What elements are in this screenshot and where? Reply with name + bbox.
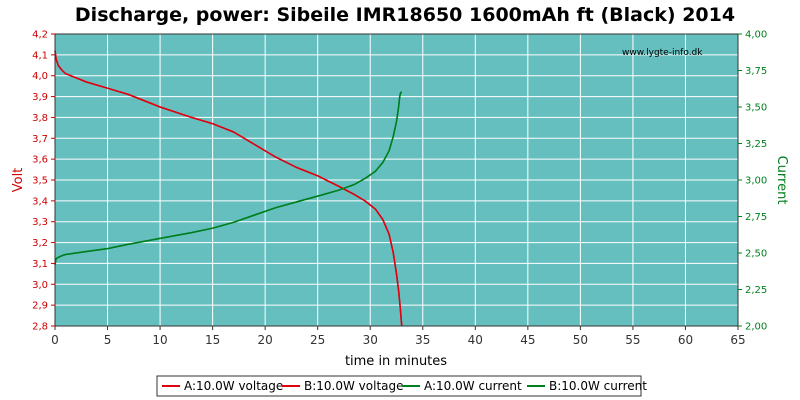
right-axis-ticks: 2,00 2,25 2,50 2,75 3,00 3,25 3,50 3,75 4,00 — [738, 30, 767, 333]
right-tick-label: 2,75 — [745, 212, 767, 223]
left-axis-ticks: 2,8 2,9 3,0 3,1 3,2 3,3 3,4 3,5 3,6 3,7 3,8 3,9 4,0 4… — [32, 30, 55, 333]
left-tick-label: 3,7 — [32, 134, 48, 145]
right-tick-label: 2,50 — [745, 249, 767, 260]
left-tick-label: 4,2 — [32, 30, 48, 41]
left-tick-label: 3,4 — [32, 196, 48, 207]
x-tick-label: 40 — [468, 333, 483, 347]
right-tick-label: 3,75 — [745, 66, 767, 77]
legend: A:10.0W voltage B:10.0W voltage A:10.0W cu… — [162, 379, 647, 393]
x-tick-label: 50 — [573, 333, 588, 347]
chart-title: Discharge, power: Sibeile IMR18650 1600m… — [75, 4, 735, 26]
left-tick-label: 4,0 — [32, 71, 48, 82]
x-tick-label: 5 — [104, 333, 112, 347]
legend-entry-label: B:10.0W current — [549, 379, 647, 393]
series-line-b-10-0w-voltage — [54, 50, 403, 327]
legend-entry-label: A:10.0W voltage — [184, 379, 283, 393]
x-tick-label: 35 — [415, 333, 430, 347]
right-tick-label: 3,00 — [745, 176, 767, 187]
left-tick-label: 2,9 — [32, 301, 48, 312]
series-layer — [54, 50, 403, 327]
legend-entry-label: A:10.0W current — [424, 379, 522, 393]
left-tick-label: 4,1 — [32, 50, 48, 61]
left-tick-label: 3,2 — [32, 238, 48, 249]
x-axis-ticks: 0 5 10 15 20 25 30 35 40 45 50 55 60 65 — [51, 326, 746, 347]
left-tick-label: 3,3 — [32, 217, 48, 228]
x-tick-label: 55 — [625, 333, 640, 347]
x-tick-label: 25 — [310, 333, 325, 347]
left-tick-label: 3,0 — [32, 280, 48, 291]
right-axis-label: Current — [774, 156, 789, 205]
x-tick-label: 65 — [730, 333, 745, 347]
right-tick-label: 2,00 — [745, 322, 767, 333]
right-tick-label: 3,25 — [745, 139, 767, 150]
x-tick-label: 45 — [520, 333, 535, 347]
left-tick-label: 2,8 — [32, 322, 48, 333]
x-axis-label: time in minutes — [345, 354, 447, 369]
left-axis-label: Volt — [11, 168, 26, 193]
watermark: www.lygte-info.dk — [622, 48, 703, 58]
right-tick-label: 2,25 — [745, 285, 767, 296]
left-tick-label: 3,5 — [32, 176, 48, 187]
x-tick-label: 15 — [205, 333, 220, 347]
left-tick-label: 3,9 — [32, 92, 48, 103]
left-tick-label: 3,1 — [32, 259, 48, 270]
x-tick-label: 30 — [363, 333, 378, 347]
x-tick-label: 10 — [152, 333, 167, 347]
x-tick-label: 0 — [51, 333, 59, 347]
x-tick-label: 60 — [678, 333, 693, 347]
series-line-b-10-0w-current — [54, 91, 402, 265]
legend-entry-label: B:10.0W voltage — [304, 379, 404, 393]
x-tick-label: 20 — [258, 333, 273, 347]
left-tick-label: 3,8 — [32, 113, 48, 124]
grid — [55, 34, 738, 326]
legend-box — [156, 375, 642, 397]
left-tick-label: 3,6 — [32, 155, 48, 166]
right-tick-label: 3,50 — [745, 103, 767, 114]
right-tick-label: 4,00 — [745, 30, 767, 41]
